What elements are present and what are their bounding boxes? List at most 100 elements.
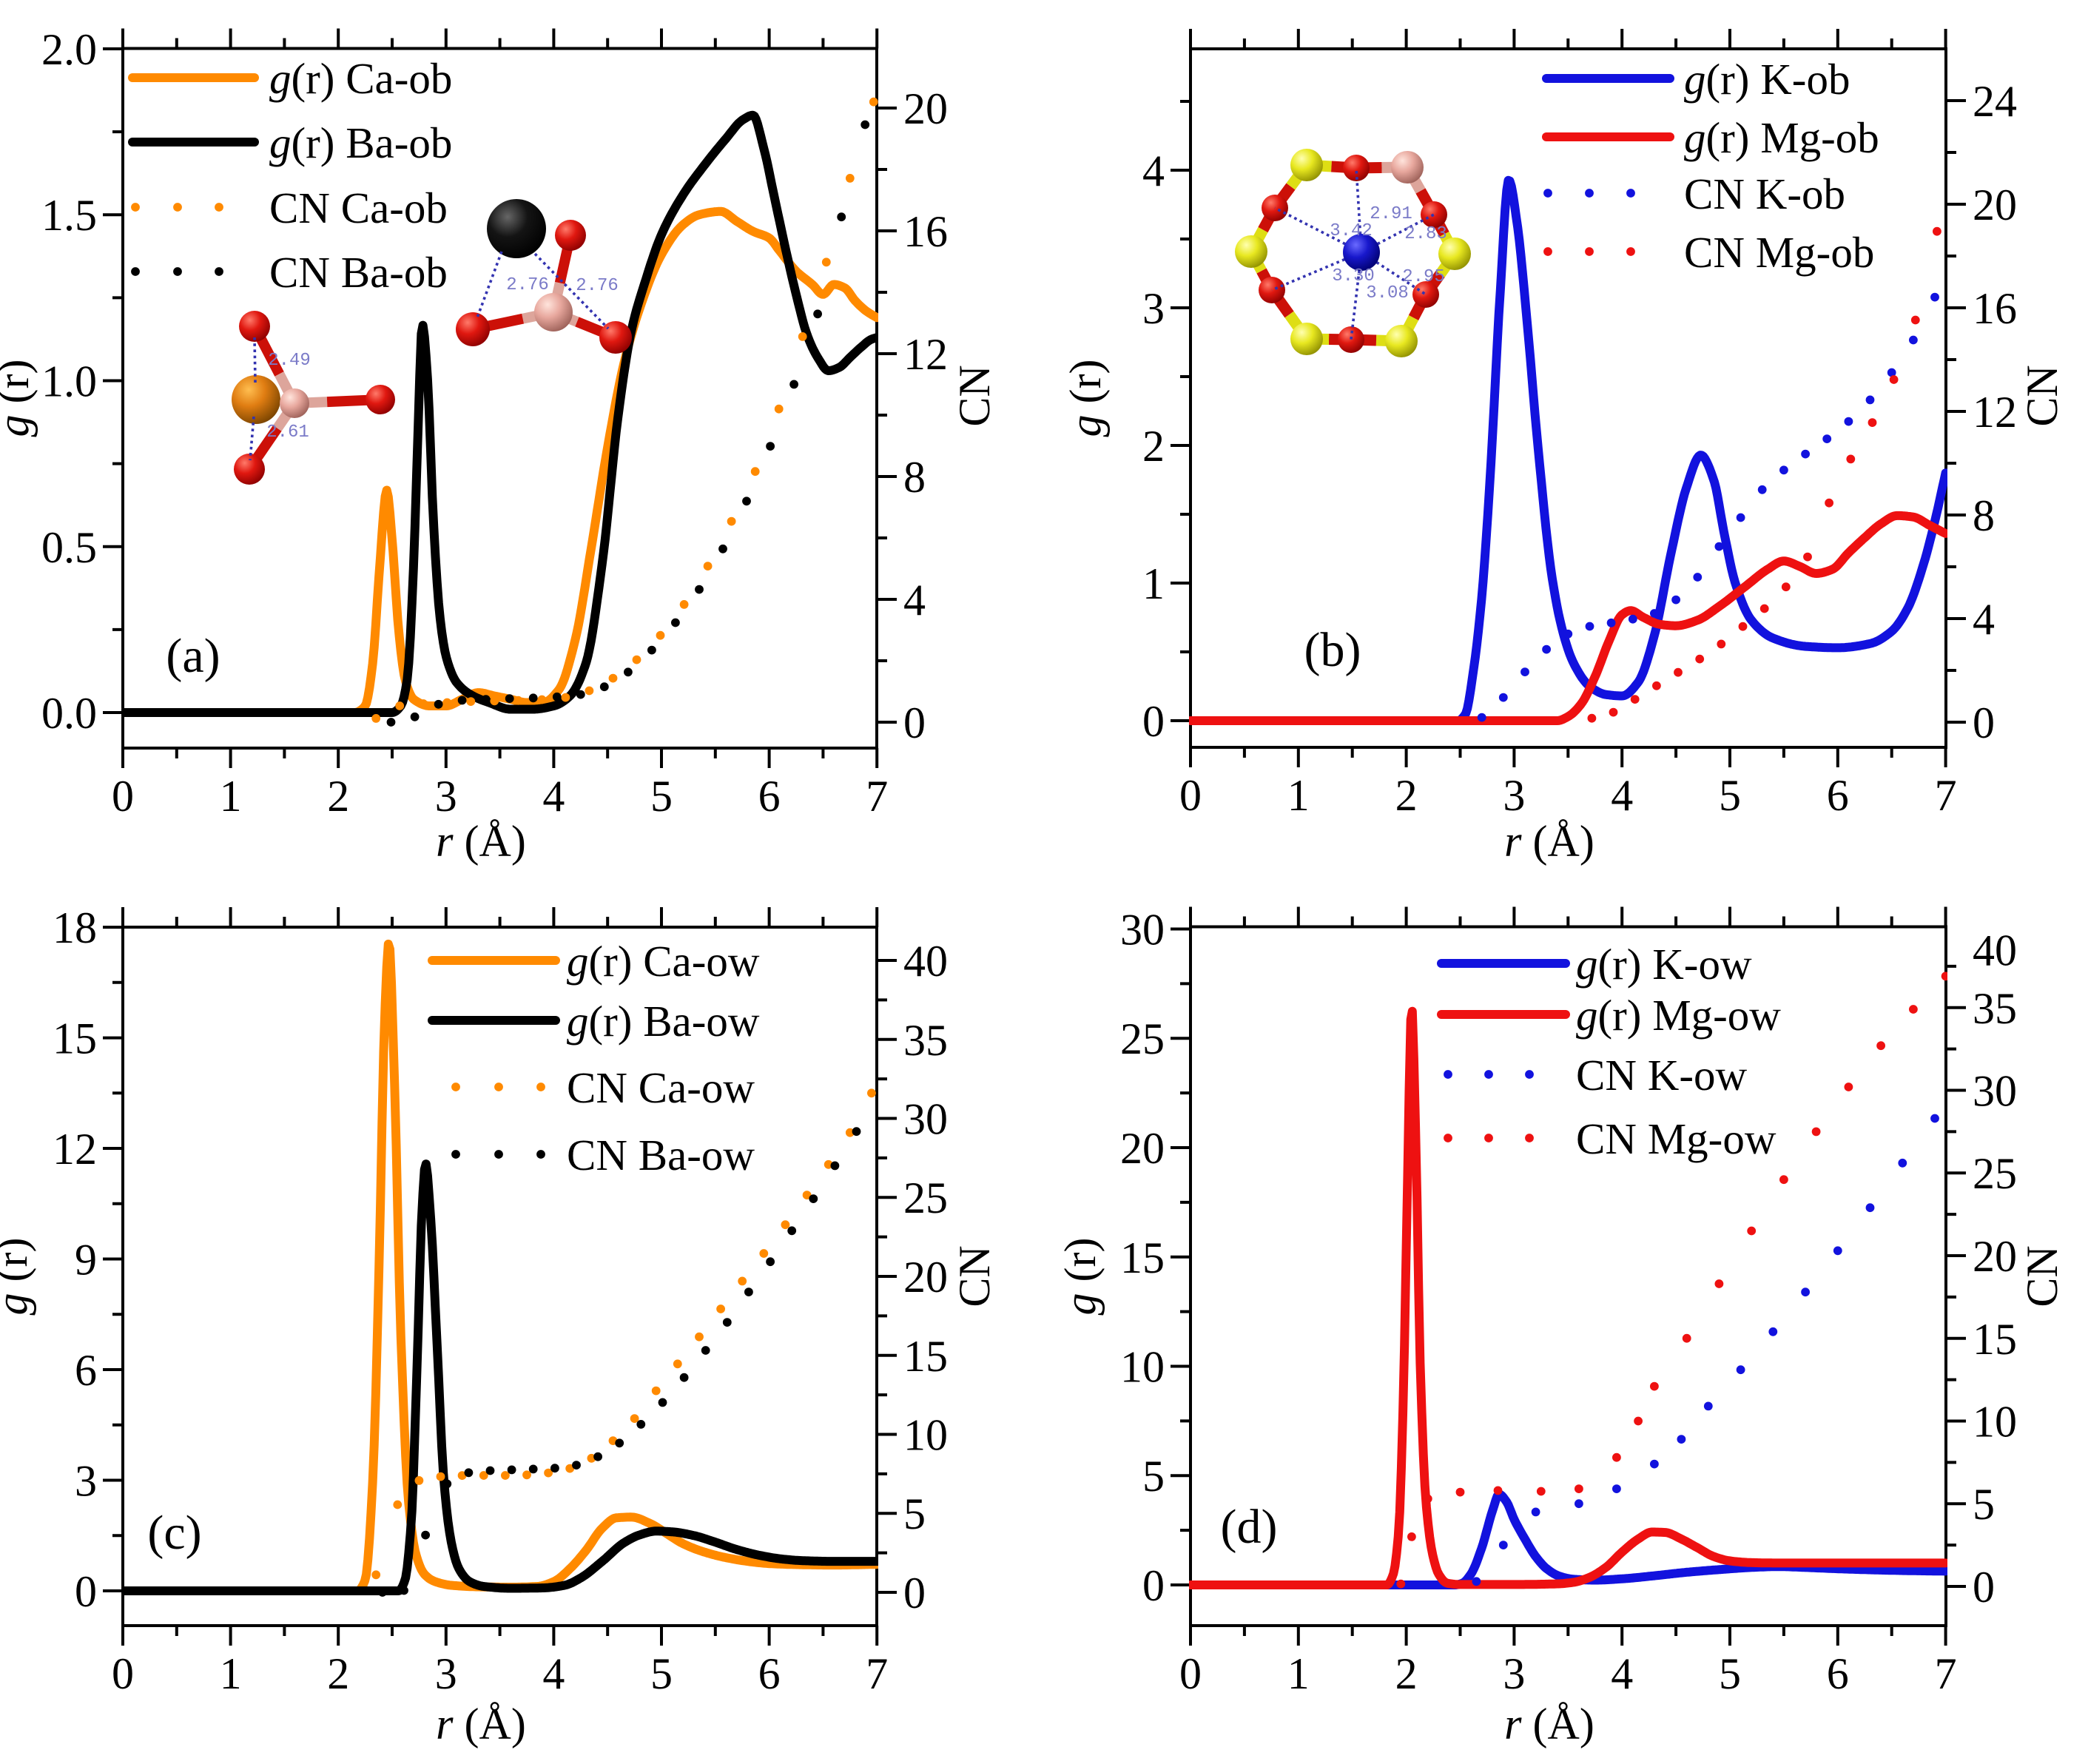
svg-text:9: 9 xyxy=(75,1236,97,1285)
svg-text:2.49: 2.49 xyxy=(268,351,311,371)
svg-text:8: 8 xyxy=(903,453,926,502)
svg-text:5: 5 xyxy=(903,1489,926,1538)
svg-text:0: 0 xyxy=(112,772,134,821)
svg-text:CN: CN xyxy=(2018,1245,2067,1307)
svg-text:15: 15 xyxy=(1120,1233,1165,1282)
svg-text:7: 7 xyxy=(866,1649,888,1698)
svg-text:10: 10 xyxy=(1973,1398,2017,1447)
svg-text:20: 20 xyxy=(1120,1124,1165,1173)
svg-text:3.08: 3.08 xyxy=(1366,283,1409,303)
svg-text:(b): (b) xyxy=(1304,623,1361,677)
svg-text:g(r) K-ow: g(r) K-ow xyxy=(1576,940,1752,989)
svg-text:2: 2 xyxy=(1395,1649,1418,1698)
svg-text:r (Å): r (Å) xyxy=(1504,817,1594,866)
svg-text:16: 16 xyxy=(903,207,948,256)
svg-text:15: 15 xyxy=(1973,1315,2017,1364)
svg-text:4: 4 xyxy=(542,772,565,821)
svg-text:30: 30 xyxy=(1120,906,1165,955)
svg-text:2.0: 2.0 xyxy=(41,25,97,74)
svg-text:6: 6 xyxy=(1827,771,1849,820)
svg-text:8: 8 xyxy=(1973,491,1995,540)
svg-text:g(r) Ba-ob: g(r) Ba-ob xyxy=(269,118,452,167)
svg-text:12: 12 xyxy=(1973,388,2017,437)
svg-text:1.5: 1.5 xyxy=(41,191,97,240)
svg-text:7: 7 xyxy=(866,772,888,821)
svg-text:CN: CN xyxy=(2018,365,2067,426)
svg-text:25: 25 xyxy=(903,1174,948,1222)
svg-text:0: 0 xyxy=(112,1649,134,1698)
svg-text:4: 4 xyxy=(542,1649,565,1698)
svg-text:20: 20 xyxy=(1973,181,2017,229)
svg-text:g(r) Mg-ob: g(r) Mg-ob xyxy=(1684,113,1879,162)
svg-text:g(r) K-ob: g(r) K-ob xyxy=(1684,55,1850,104)
svg-text:1: 1 xyxy=(1142,559,1165,608)
svg-text:5: 5 xyxy=(1973,1480,1995,1529)
svg-text:4: 4 xyxy=(1973,595,1995,644)
svg-text:g (r): g (r) xyxy=(1056,1238,1105,1316)
svg-text:25: 25 xyxy=(1973,1149,2017,1198)
svg-text:0: 0 xyxy=(903,1569,926,1617)
svg-text:2.76: 2.76 xyxy=(576,276,619,296)
svg-text:CN: CN xyxy=(950,1245,999,1307)
svg-text:g (r): g (r) xyxy=(0,1238,36,1316)
svg-text:10: 10 xyxy=(903,1411,948,1460)
svg-text:3.30: 3.30 xyxy=(1332,266,1375,286)
svg-text:6: 6 xyxy=(1827,1649,1849,1698)
svg-text:18: 18 xyxy=(53,903,97,952)
svg-text:g(r) Ba-ow: g(r) Ba-ow xyxy=(567,997,760,1046)
svg-text:5: 5 xyxy=(1719,1649,1741,1698)
svg-text:40: 40 xyxy=(1973,926,2017,975)
svg-text:30: 30 xyxy=(903,1095,948,1144)
svg-text:15: 15 xyxy=(903,1332,948,1381)
svg-text:0: 0 xyxy=(1142,697,1165,746)
svg-text:CN Ba-ow: CN Ba-ow xyxy=(567,1131,755,1179)
svg-text:g(r) Ca-ob: g(r) Ca-ob xyxy=(269,54,452,103)
svg-text:CN K-ob: CN K-ob xyxy=(1684,169,1845,218)
svg-text:(a): (a) xyxy=(166,629,220,683)
svg-text:10: 10 xyxy=(1120,1343,1165,1392)
svg-text:6: 6 xyxy=(758,772,781,821)
svg-text:g (r): g (r) xyxy=(1061,360,1110,437)
svg-text:1: 1 xyxy=(220,1649,242,1698)
svg-text:0: 0 xyxy=(1179,1649,1202,1698)
svg-text:5: 5 xyxy=(650,772,673,821)
svg-text:6: 6 xyxy=(758,1649,781,1698)
svg-text:r (Å): r (Å) xyxy=(1504,1700,1594,1748)
svg-text:0: 0 xyxy=(903,698,926,747)
svg-text:4: 4 xyxy=(1611,1649,1633,1698)
svg-text:35: 35 xyxy=(903,1016,948,1065)
svg-text:2.83: 2.83 xyxy=(1404,224,1447,244)
svg-text:1.0: 1.0 xyxy=(41,357,97,406)
svg-text:1: 1 xyxy=(1287,1649,1310,1698)
svg-text:CN Mg-ow: CN Mg-ow xyxy=(1576,1114,1777,1163)
svg-text:3: 3 xyxy=(1503,1649,1525,1698)
svg-text:3: 3 xyxy=(75,1457,97,1506)
svg-text:g (r): g (r) xyxy=(0,360,38,437)
svg-text:35: 35 xyxy=(1973,984,2017,1033)
svg-text:0: 0 xyxy=(1973,698,1995,747)
svg-text:1: 1 xyxy=(220,772,242,821)
svg-text:2.91: 2.91 xyxy=(1370,204,1412,224)
svg-text:3: 3 xyxy=(435,772,457,821)
svg-text:4: 4 xyxy=(1611,771,1633,820)
svg-text:r (Å): r (Å) xyxy=(436,1700,526,1748)
svg-text:24: 24 xyxy=(1973,77,2017,126)
svg-text:2.76: 2.76 xyxy=(506,275,549,295)
svg-text:CN Ca-ob: CN Ca-ob xyxy=(269,184,448,232)
svg-text:CN Ba-ob: CN Ba-ob xyxy=(269,248,448,297)
svg-text:15: 15 xyxy=(53,1014,97,1063)
svg-text:25: 25 xyxy=(1120,1014,1165,1063)
svg-text:0: 0 xyxy=(1142,1561,1165,1610)
svg-text:20: 20 xyxy=(903,84,948,133)
svg-text:0.5: 0.5 xyxy=(41,523,97,572)
svg-text:5: 5 xyxy=(1719,771,1741,820)
svg-text:CN K-ow: CN K-ow xyxy=(1576,1051,1747,1100)
svg-text:3: 3 xyxy=(435,1649,457,1698)
svg-text:5: 5 xyxy=(1142,1452,1165,1501)
svg-text:2: 2 xyxy=(1142,422,1165,471)
svg-text:(d): (d) xyxy=(1221,1500,1278,1554)
svg-text:0: 0 xyxy=(1973,1563,1995,1612)
svg-text:2: 2 xyxy=(327,1649,349,1698)
svg-text:1: 1 xyxy=(1287,771,1310,820)
svg-text:7: 7 xyxy=(1935,771,1957,820)
